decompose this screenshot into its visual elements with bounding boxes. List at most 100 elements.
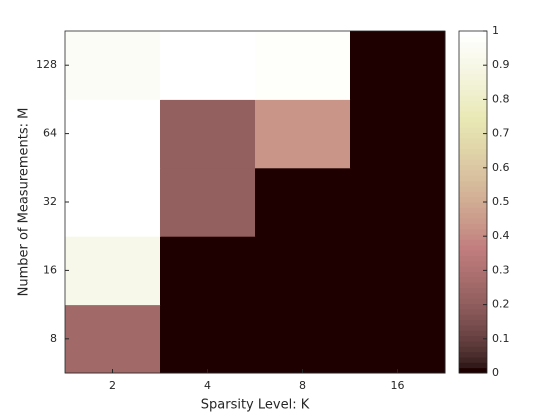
colorbar-swatch <box>459 116 487 123</box>
x-axis-label: Sparsity Level: K <box>201 398 310 413</box>
heatmap-cell <box>160 236 256 306</box>
colorbar-swatch <box>459 57 487 64</box>
heatmap-cell <box>350 236 446 306</box>
heatmap-cell <box>65 236 161 306</box>
colorbar-swatch <box>459 362 487 369</box>
colorbar-swatch <box>459 137 487 144</box>
colorbar-swatch <box>459 121 487 128</box>
heatmap-cell <box>65 304 161 374</box>
colorbar-swatch <box>459 202 487 208</box>
y-tick-label: 16 <box>43 263 57 276</box>
colorbar-swatch <box>459 153 487 160</box>
y-axis-label: Number of Measurements: M <box>17 108 32 297</box>
colorbar-swatch <box>459 175 487 182</box>
colorbar-tick-label: 0 <box>492 366 499 379</box>
colorbar-tick-label: 1 <box>492 24 499 37</box>
colorbar-swatch <box>459 89 487 96</box>
colorbar-swatch <box>459 266 487 272</box>
colorbar-swatch <box>459 351 487 358</box>
heatmap-cell <box>65 167 161 237</box>
colorbar-tick-label: 0.1 <box>492 332 510 345</box>
heatmap-cell <box>255 167 351 237</box>
colorbar-tick-label: 0.4 <box>492 229 510 242</box>
heatmap-cell <box>160 304 256 374</box>
heatmap-cell <box>255 236 351 306</box>
y-tick-label: 64 <box>43 127 57 140</box>
heatmap-cell <box>255 99 351 169</box>
x-tick-label: 2 <box>109 379 116 392</box>
colorbar-swatch <box>459 330 487 337</box>
colorbar-swatch <box>459 143 487 150</box>
heatmap-cell <box>65 31 161 100</box>
colorbar-swatch <box>459 260 487 267</box>
colorbar-swatch <box>459 271 487 278</box>
colorbar-tick-label: 0.3 <box>492 263 510 276</box>
colorbar-tick-label: 0.9 <box>492 58 510 71</box>
colorbar-swatch <box>459 356 487 363</box>
colorbar-swatch <box>459 367 487 374</box>
colorbar-tick-label: 0.7 <box>492 127 510 140</box>
colorbar-swatch <box>459 239 487 246</box>
colorbar-tick-label: 0.2 <box>492 298 510 311</box>
colorbar-swatch <box>459 79 487 85</box>
colorbar-swatch <box>459 95 487 101</box>
colorbar-swatch <box>459 292 487 299</box>
heatmap-cell <box>350 31 446 100</box>
colorbar-swatch <box>459 207 487 214</box>
heatmap-cell <box>160 99 256 169</box>
heatmap-cell <box>255 31 351 100</box>
colorbar-swatch <box>459 148 487 155</box>
colorbar-swatch <box>459 180 487 187</box>
colorbar-swatch <box>459 340 487 347</box>
heatmap-cell <box>160 31 256 100</box>
colorbar-swatch <box>459 324 487 331</box>
colorbar-swatch <box>459 169 487 176</box>
colorbar-swatch <box>459 127 487 134</box>
colorbar-swatch <box>459 159 487 166</box>
colorbar-swatch <box>459 228 487 235</box>
colorbar-swatch <box>459 84 487 91</box>
heatmap-cell <box>350 304 446 374</box>
colorbar-tick-label: 0.8 <box>492 92 510 105</box>
colorbar-swatch <box>459 52 487 59</box>
colorbar-swatch <box>459 234 487 240</box>
colorbar-swatch <box>459 111 487 117</box>
colorbar-swatch <box>459 100 487 107</box>
x-tick-label: 16 <box>391 379 405 392</box>
heatmap-cell <box>350 99 446 169</box>
colorbar-swatch <box>459 47 487 53</box>
colorbar-swatch <box>459 185 487 192</box>
colorbar-swatch <box>459 196 487 203</box>
colorbar-swatch <box>459 212 487 219</box>
x-tick-label: 4 <box>204 379 211 392</box>
colorbar-swatch <box>459 41 487 48</box>
colorbar-swatch <box>459 191 487 198</box>
colorbar-swatch <box>459 308 487 315</box>
colorbar-swatch <box>459 287 487 294</box>
colorbar-swatch <box>459 244 487 251</box>
colorbar-swatch <box>459 346 487 353</box>
colorbar-swatch <box>459 314 487 321</box>
heatmap-cell <box>350 167 446 237</box>
colorbar-swatch <box>459 303 487 310</box>
colorbar-swatch <box>459 319 487 326</box>
colorbar-swatch <box>459 68 487 75</box>
y-tick-label: 32 <box>43 195 57 208</box>
colorbar-swatch <box>459 105 487 112</box>
y-tick-label: 128 <box>36 58 57 71</box>
colorbar-swatch <box>459 298 487 305</box>
colorbar-tick-label: 0.6 <box>492 161 510 174</box>
colorbar-swatch <box>459 276 487 283</box>
colorbar-swatch <box>459 36 487 43</box>
y-tick-label: 8 <box>50 332 57 345</box>
colorbar-swatch <box>459 335 487 342</box>
colorbar-swatch <box>459 73 487 80</box>
heatmap-cell <box>65 99 161 169</box>
heatmap-cell <box>255 304 351 374</box>
x-tick-label: 8 <box>299 379 306 392</box>
colorbar-swatch <box>459 63 487 69</box>
colorbar-swatch <box>459 132 487 139</box>
colorbar-swatch <box>459 164 487 171</box>
colorbar-swatch <box>459 282 487 288</box>
